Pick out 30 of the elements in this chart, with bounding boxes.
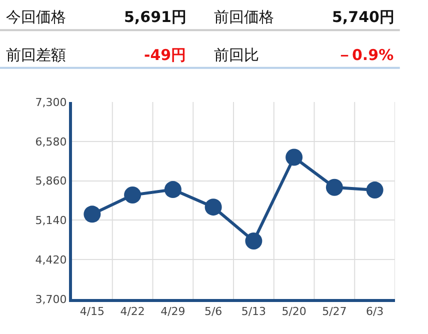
text: 今回価格 [6, 8, 66, 26]
text: －0.9% [337, 46, 394, 64]
text: 前回差額 [6, 46, 66, 64]
point [245, 232, 262, 250]
x-tick-label: 5/20 [282, 305, 306, 318]
point [124, 186, 142, 204]
point [204, 198, 222, 216]
text: 5,740円 [332, 8, 394, 26]
x-tick-label: 4/29 [160, 305, 186, 318]
y-tick-label: 3,700 [35, 292, 67, 306]
y-tick-label: 7,300 [35, 96, 67, 109]
point [326, 178, 343, 196]
text: 前回価格 [214, 8, 274, 26]
x-tick-label: 6/3 [366, 305, 384, 318]
point [164, 181, 182, 198]
text: 5,691円 [124, 8, 186, 26]
y-tick-label: 4,420 [35, 253, 67, 266]
x-tick-label: 4/22 [120, 305, 145, 318]
text: 前回比 [214, 46, 259, 64]
x-tick-label: 4/15 [80, 305, 105, 318]
point [286, 148, 303, 166]
point [366, 182, 384, 199]
x-tick-label: 5/13 [241, 305, 266, 318]
text: -49円 [144, 46, 186, 64]
y-tick-label: 5,860 [35, 174, 67, 188]
x-tick-label: 5/27 [322, 305, 347, 318]
y-tick-label: 6,580 [35, 135, 67, 148]
point [84, 206, 101, 223]
x-tick-label: 5/6 [204, 305, 222, 318]
y-tick-label: 5,140 [35, 214, 67, 228]
